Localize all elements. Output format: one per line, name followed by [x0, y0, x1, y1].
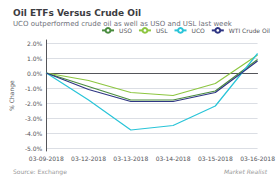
- svg-text:Source: Exchange: Source: Exchange: [13, 168, 67, 176]
- svg-text:2.0%: 2.0%: [27, 40, 43, 47]
- svg-text:1.0%: 1.0%: [27, 55, 43, 62]
- svg-text:-1.0%: -1.0%: [25, 85, 43, 92]
- svg-text:-3.0%: -3.0%: [25, 115, 43, 122]
- svg-text:03-16-2018: 03-16-2018: [240, 155, 275, 162]
- svg-text:-2.0%: -2.0%: [25, 100, 43, 107]
- svg-text:% Change: % Change: [8, 80, 16, 111]
- svg-text:-4.0%: -4.0%: [25, 130, 43, 137]
- svg-text:03-13-2018: 03-13-2018: [113, 155, 148, 162]
- svg-text:03-09-2018: 03-09-2018: [29, 155, 64, 162]
- svg-text:WTI Crude Oil: WTI Crude Oil: [229, 27, 271, 34]
- svg-text:Oil ETFs Versus Crude Oil: Oil ETFs Versus Crude Oil: [13, 8, 141, 18]
- svg-text:03-14-2018: 03-14-2018: [156, 155, 191, 162]
- svg-text:03-15-2018: 03-15-2018: [198, 155, 233, 162]
- svg-text:USO: USO: [119, 27, 132, 34]
- svg-text:-5.0%: -5.0%: [25, 145, 43, 152]
- svg-text:UCO outperformed crude oil as: UCO outperformed crude oil as well as US…: [13, 20, 233, 28]
- svg-text:03-12-2018: 03-12-2018: [71, 155, 106, 162]
- svg-text:0.0%: 0.0%: [27, 70, 43, 77]
- svg-text:USL: USL: [156, 27, 168, 34]
- svg-text:UCO: UCO: [191, 27, 205, 34]
- svg-text:Market Realist: Market Realist: [224, 168, 268, 175]
